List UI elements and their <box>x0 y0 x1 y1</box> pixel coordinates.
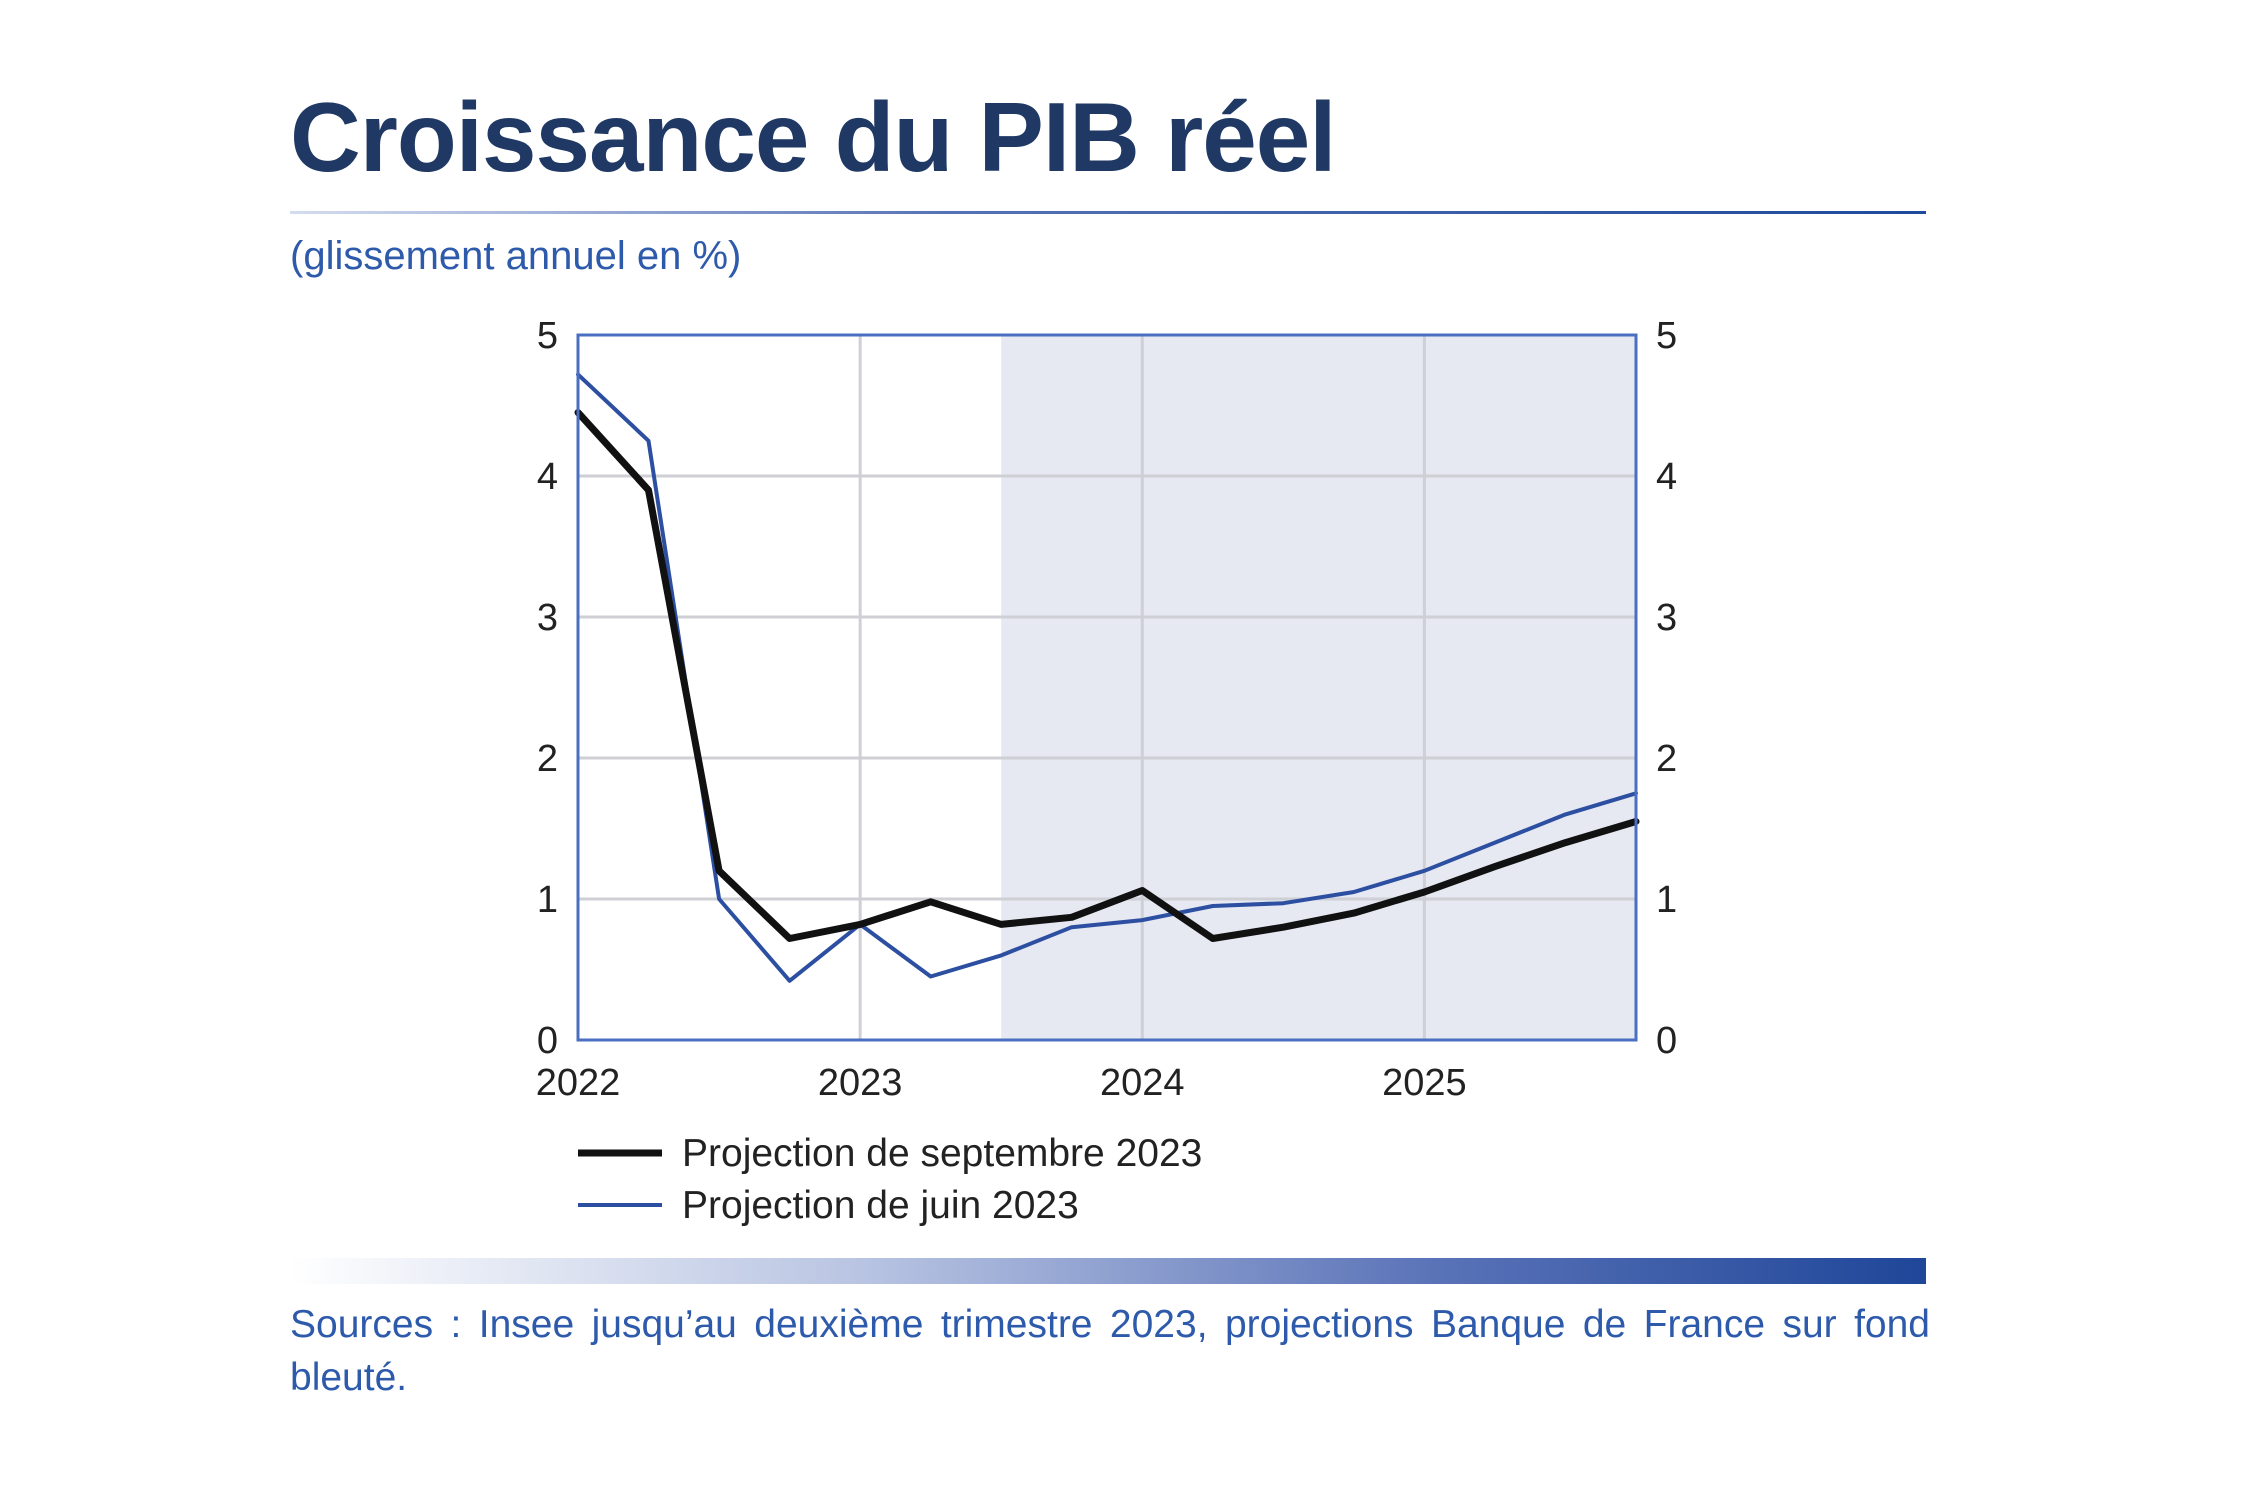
y-tick-label-right: 1 <box>1656 879 1677 921</box>
legend-label-0: Projection de septembre 2023 <box>682 1132 1202 1175</box>
y-axis-right: 0 1 2 3 4 5 <box>1656 315 1677 1062</box>
y-tick-label-left: 0 <box>537 1020 558 1062</box>
y-tick-label-left: 1 <box>537 879 558 921</box>
projection-shaded-region <box>1001 335 1636 1040</box>
series-line-1 <box>576 372 1638 983</box>
y-tick-label-left: 2 <box>537 738 558 780</box>
title-divider <box>290 211 1926 214</box>
plot-border <box>576 333 1638 1042</box>
y-tick-label-right: 3 <box>1656 597 1677 639</box>
plot-frame <box>576 333 1638 1042</box>
legend-label-1: Projection de juin 2023 <box>682 1184 1079 1227</box>
source-gradient-bar <box>290 1258 1926 1284</box>
y-tick-label-right: 0 <box>1656 1020 1677 1062</box>
page-title: Croissance du PIB réel <box>290 82 1337 192</box>
x-tick-label: 2025 <box>1382 1062 1467 1104</box>
legend: Projection de septembre 2023 Projection d… <box>578 1132 1202 1227</box>
x-axis: 2022 2023 2024 2025 <box>536 1062 1467 1104</box>
x-tick-label: 2022 <box>536 1062 621 1104</box>
series-lines <box>574 372 1640 983</box>
y-tick-label-left: 5 <box>537 315 558 357</box>
x-tick-label: 2024 <box>1100 1062 1185 1104</box>
y-tick-label-right: 2 <box>1656 738 1677 780</box>
projection-shade <box>1001 335 1636 1040</box>
y-axis-left: 0 1 2 3 4 5 <box>537 315 558 1062</box>
y-tick-label-left: 3 <box>537 597 558 639</box>
series-line-0 <box>574 409 1640 942</box>
x-tick-label: 2023 <box>818 1062 903 1104</box>
chart-subtitle: (glissement annuel en %) <box>290 234 742 278</box>
y-tick-label-right: 4 <box>1656 456 1677 498</box>
gdp-growth-chart: 0 1 2 3 4 5 0 1 2 3 4 5 2022 2023 2024 2025 Projectio… <box>536 315 1677 1227</box>
y-tick-label-right: 5 <box>1656 315 1677 357</box>
source-note: Sources : Insee jusqu’au deuxième trimes… <box>290 1303 1930 1399</box>
y-tick-label-left: 4 <box>537 456 558 498</box>
